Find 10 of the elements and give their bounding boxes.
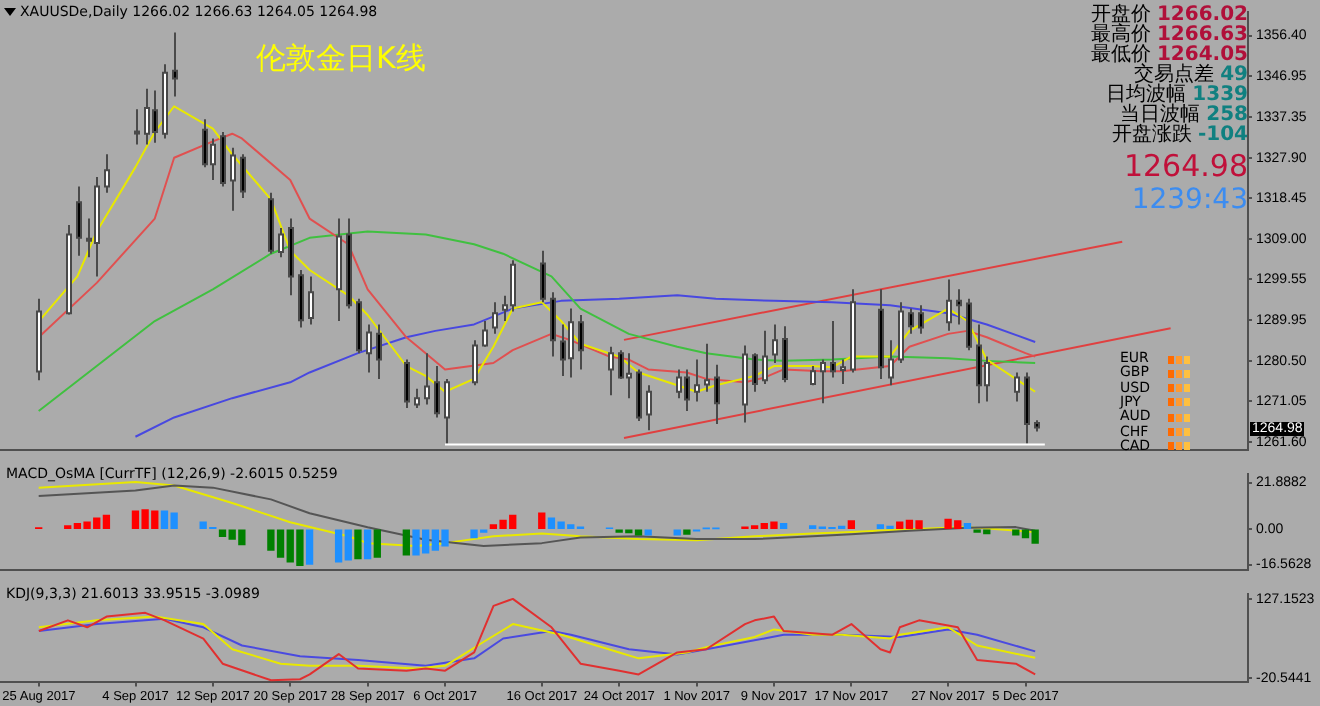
annotation: 1239:43 xyxy=(1131,184,1248,216)
annotation: 最低价 1264.05 xyxy=(1090,44,1248,66)
annotation: 开盘价 1266.02 xyxy=(1090,4,1248,26)
annotation: 当日波幅 258 xyxy=(1119,104,1248,126)
annotation: 1264.98 xyxy=(1123,148,1248,184)
annotation: 交易点差 49 xyxy=(1133,64,1248,86)
annotation: 日均波幅 1339 xyxy=(1105,84,1248,106)
annotation: 开盘涨跌 -104 xyxy=(1111,124,1248,146)
annotation: 最高价 1266.63 xyxy=(1090,24,1248,46)
text: 伦敦金日K线 xyxy=(256,40,426,76)
